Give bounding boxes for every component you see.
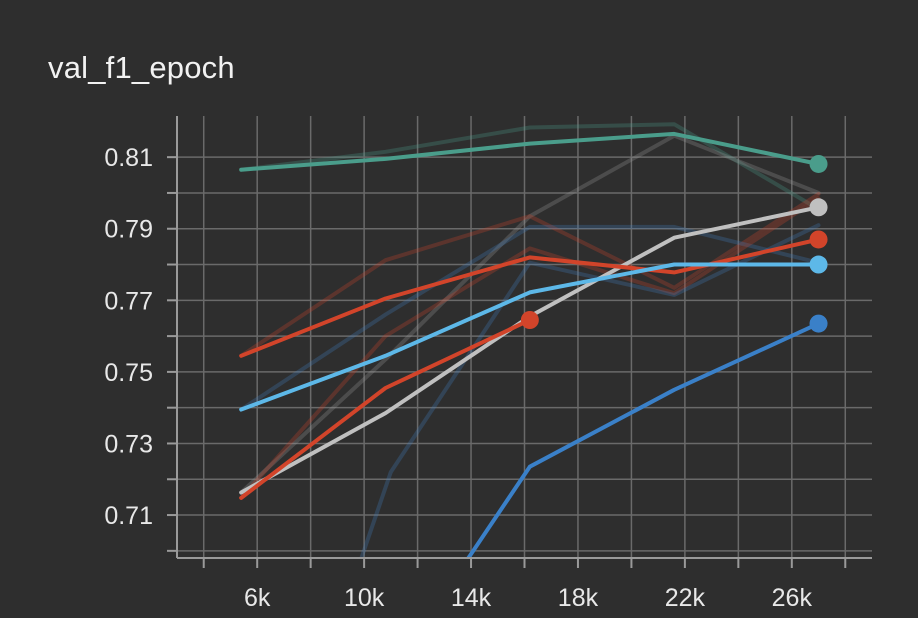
series-end-marker [809, 230, 828, 249]
series-end-marker [809, 255, 828, 274]
series-end-marker [809, 154, 828, 173]
series-line [239, 318, 532, 500]
series-layer [239, 131, 821, 558]
y-tick-label: 0.75 [104, 359, 153, 387]
series-end-marker [809, 314, 828, 333]
raw-series-layer [239, 122, 821, 558]
series-line [239, 131, 821, 172]
marker-layer [520, 154, 828, 333]
x-tick-label: 6k [244, 584, 271, 612]
axis-layer: 6k 10k 14k 18k 22k 26k 0.81 0.79 0.77 0.75 0.73 0.7… [104, 116, 872, 612]
raw-series-line [239, 122, 821, 212]
y-tick-label: 0.71 [104, 502, 153, 530]
x-tick-label: 10k [344, 584, 385, 612]
grid-layer [177, 116, 872, 558]
raw-series-line [239, 133, 821, 495]
raw-series-line [239, 224, 821, 412]
series-end-marker [520, 311, 539, 329]
x-tick-label: 22k [665, 584, 706, 612]
y-tick-label: 0.77 [104, 287, 153, 315]
y-tick-label: 0.79 [104, 216, 153, 244]
x-tick-label: 14k [451, 584, 492, 612]
series-line [239, 237, 821, 358]
x-tick-label: 26k [772, 584, 813, 612]
x-tick-label: 18k [558, 584, 599, 612]
raw-series-line [239, 192, 821, 358]
series-line [239, 262, 821, 412]
series-line [466, 321, 821, 558]
chart-title: val_f1_epoch [48, 50, 235, 85]
y-tick-label: 0.81 [104, 144, 153, 172]
y-tick-label: 0.73 [104, 430, 153, 458]
raw-series-line [359, 223, 821, 558]
series-end-marker [809, 198, 828, 217]
